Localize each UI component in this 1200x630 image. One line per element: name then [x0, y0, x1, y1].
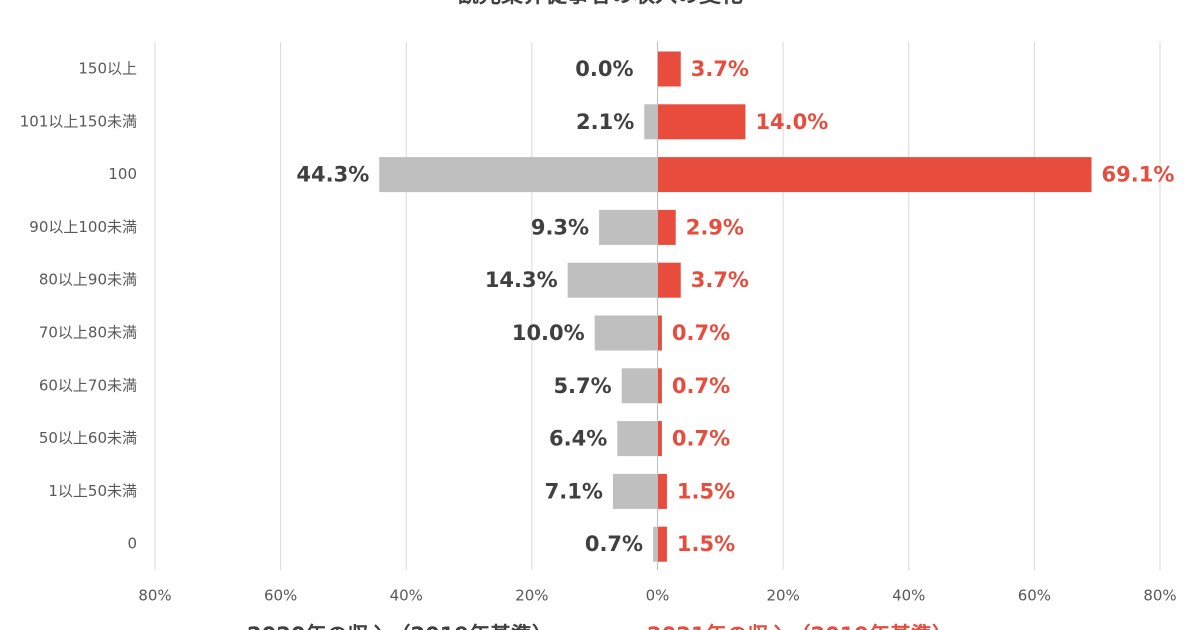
- y-tick-label: 0: [127, 535, 137, 553]
- data-label: 5.7%: [553, 374, 611, 398]
- data-label: 10.0%: [512, 321, 585, 345]
- y-tick-label: 50以上60未満: [39, 429, 137, 447]
- data-label: 2.1%: [576, 110, 634, 134]
- y-tick-label: 70以上80未満: [39, 324, 137, 342]
- bar: [657, 473, 667, 509]
- data-label: 0.7%: [585, 532, 643, 556]
- bar: [644, 104, 658, 140]
- data-label: 2.9%: [686, 215, 744, 239]
- bar: [594, 315, 658, 351]
- data-label: 0.0%: [575, 57, 633, 81]
- bar: [657, 262, 681, 298]
- chart-title: 観光業界従事者の収入の変化: [457, 0, 743, 8]
- y-tick-label: 101以上150未満: [20, 112, 137, 130]
- data-label: 14.0%: [755, 110, 828, 134]
- bar: [657, 157, 1092, 193]
- bar: [657, 526, 667, 562]
- bar: [617, 421, 658, 457]
- data-label: 3.7%: [691, 268, 749, 292]
- bar: [653, 526, 658, 562]
- x-tick-label: 60%: [1018, 587, 1051, 605]
- bar: [567, 262, 658, 298]
- y-tick-label: 90以上100未満: [29, 218, 137, 236]
- x-tick-label: 40%: [892, 587, 925, 605]
- x-tick-label: 0%: [646, 587, 670, 605]
- data-label: 1.5%: [677, 479, 735, 503]
- bar: [379, 157, 658, 193]
- y-tick-label: 1以上50未満: [48, 482, 137, 500]
- bar: [657, 51, 681, 87]
- bar: [657, 421, 662, 457]
- bar: [621, 368, 658, 404]
- y-tick-label: 80以上90未満: [39, 271, 137, 289]
- data-label: 0.7%: [672, 427, 730, 451]
- bar: [657, 104, 746, 140]
- y-tick-label: 150以上: [78, 60, 137, 78]
- data-label: 0.7%: [672, 374, 730, 398]
- x-tick-label: 40%: [390, 587, 423, 605]
- data-label: 1.5%: [677, 532, 735, 556]
- y-tick-label: 100: [108, 165, 137, 183]
- data-label: 3.7%: [691, 57, 749, 81]
- data-label: 7.1%: [545, 479, 603, 503]
- legend-entry: 2020年の収入（2019年基準）: [247, 623, 553, 630]
- data-label: 44.3%: [296, 163, 369, 187]
- x-tick-label: 20%: [515, 587, 548, 605]
- bar: [657, 209, 676, 245]
- bar: [612, 473, 658, 509]
- data-label: 9.3%: [531, 215, 589, 239]
- x-tick-label: 80%: [1143, 587, 1176, 605]
- data-label: 14.3%: [485, 268, 558, 292]
- x-tick-label: 20%: [766, 587, 799, 605]
- bar: [657, 368, 662, 404]
- data-label: 69.1%: [1102, 163, 1175, 187]
- bar: [657, 315, 662, 351]
- y-tick-label: 60以上70未満: [39, 376, 137, 394]
- x-tick-label: 60%: [264, 587, 297, 605]
- data-label: 0.7%: [672, 321, 730, 345]
- bar: [599, 209, 658, 245]
- x-tick-label: 80%: [138, 587, 171, 605]
- legend-entry: 2021年の収入（2019年基準）: [647, 623, 953, 630]
- data-label: 6.4%: [549, 427, 607, 451]
